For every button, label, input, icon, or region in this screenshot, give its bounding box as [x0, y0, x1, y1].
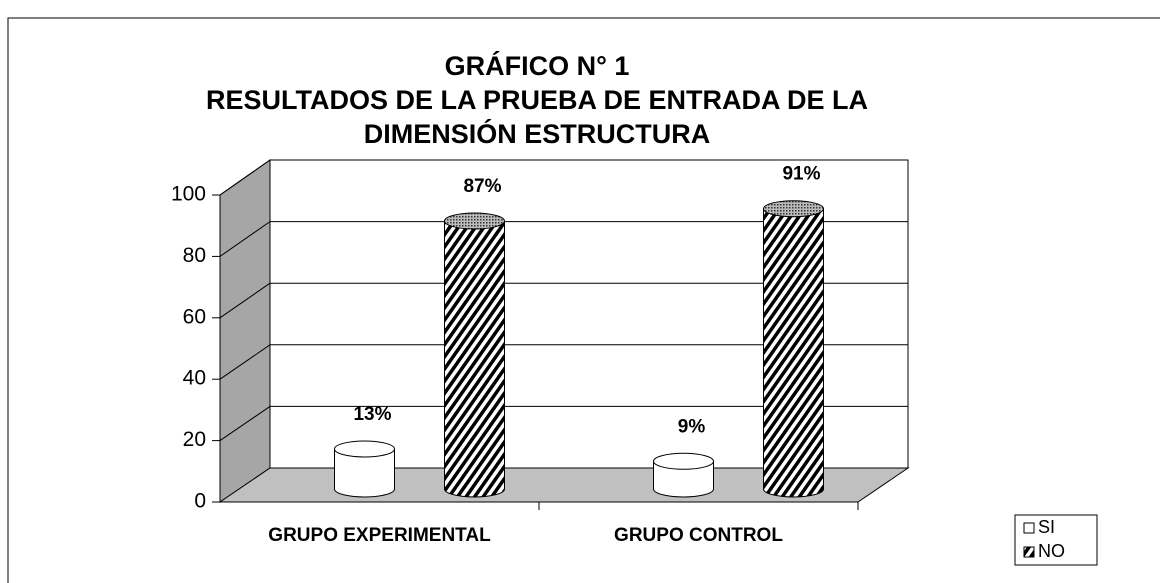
cylinder-body	[334, 448, 395, 498]
cylinder	[444, 212, 505, 498]
grid-line	[219, 282, 271, 319]
chart-title: GRÁFICO N° 1	[445, 50, 630, 81]
x-tick-label: GRUPO EXPERIMENTAL	[268, 525, 491, 546]
chart-title: DIMENSIÓN ESTRUCTURA	[364, 118, 711, 149]
cylinder	[334, 440, 395, 498]
x-tick-label: GRUPO CONTROL	[614, 525, 783, 546]
y-tick-label: 100	[171, 183, 206, 206]
grid-line	[219, 405, 271, 442]
y-tick-label: 40	[183, 367, 206, 390]
cylinder-top	[444, 212, 505, 230]
grid-line	[219, 159, 271, 196]
cylinder	[653, 452, 714, 498]
legend-label: SI	[1038, 517, 1055, 537]
y-tick-label: 60	[183, 305, 206, 328]
y-tick-label: 0	[194, 490, 206, 513]
legend-label: NO	[1038, 541, 1065, 561]
y-tick-label: 20	[183, 428, 206, 451]
data-label: 91%	[782, 164, 820, 185]
grid-line	[219, 344, 271, 380]
side-wall	[219, 159, 271, 503]
cylinder-top	[763, 200, 824, 218]
cylinder-body	[763, 208, 824, 498]
data-label: 87%	[463, 176, 501, 197]
cylinder-top	[334, 440, 395, 458]
cylinder-top	[653, 452, 714, 470]
data-label: 9%	[678, 416, 706, 437]
chart-title: RESULTADOS DE LA PRUEBA DE ENTRADA DE LA	[206, 85, 868, 115]
y-tick-label: 80	[183, 244, 206, 267]
cylinder-body	[653, 460, 714, 498]
grid-line	[219, 221, 271, 257]
legend-swatch	[1023, 546, 1035, 558]
cylinder-body	[444, 220, 505, 498]
data-label: 13%	[353, 404, 391, 425]
legend-swatch	[1023, 522, 1035, 534]
cylinder	[763, 200, 824, 498]
